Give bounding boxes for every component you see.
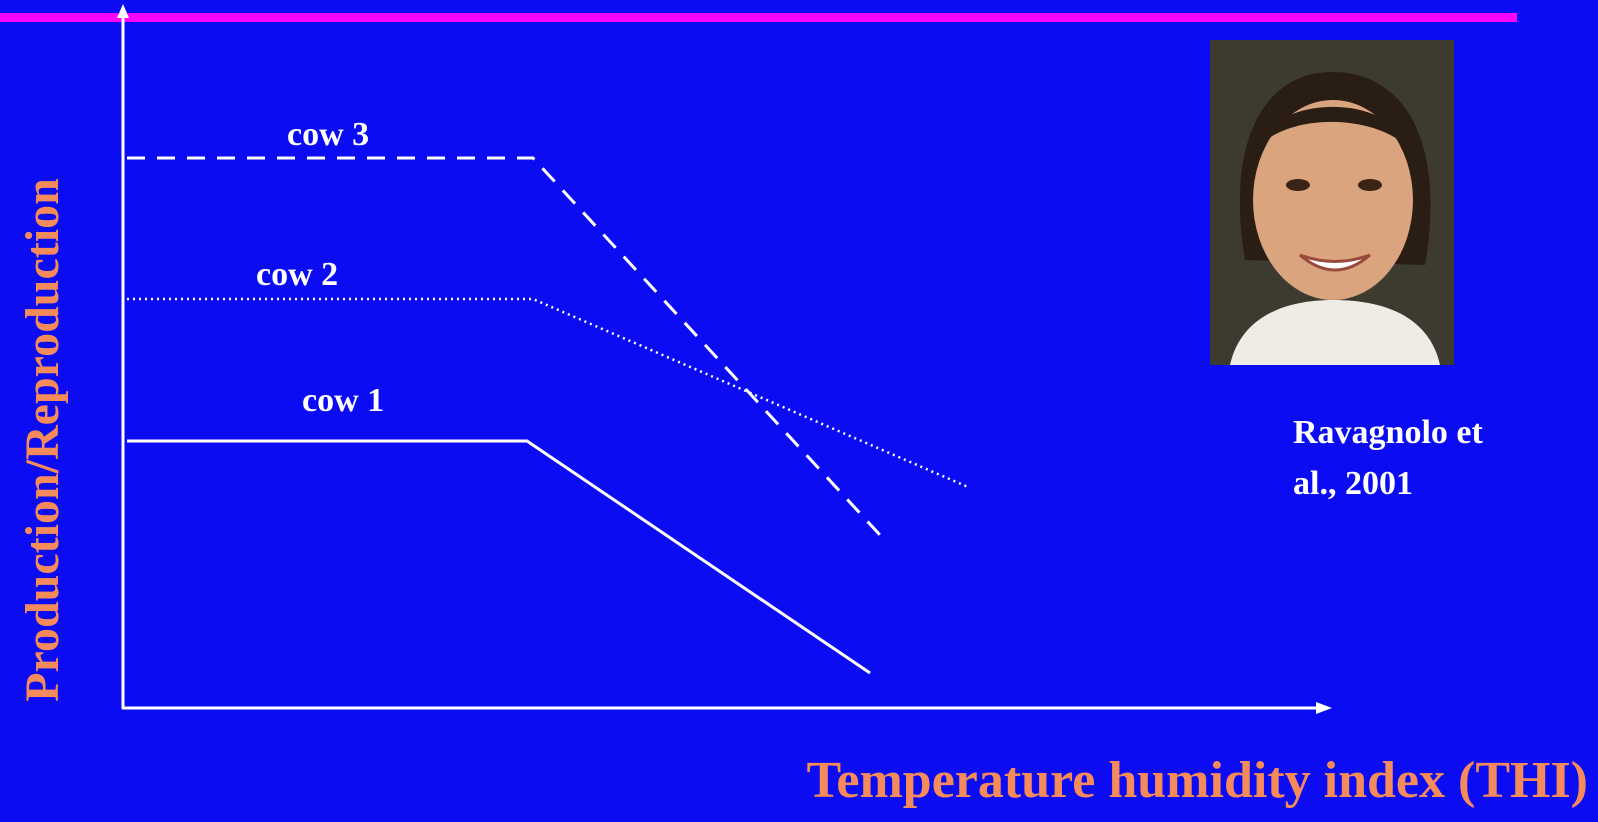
top-rule bbox=[0, 13, 1517, 22]
y-axis-label: Production/Reproduction bbox=[16, 178, 69, 702]
curve-label: cow 2 bbox=[256, 256, 338, 293]
slide: cow 3 cow 2 cow 1 Production/Reproductio… bbox=[0, 0, 1598, 822]
citation-line: Ravagnolo et bbox=[1293, 414, 1484, 451]
curve-label: cow 3 bbox=[287, 116, 369, 153]
x-axis-label: Temperature humidity index (THI) bbox=[807, 752, 1589, 809]
portrait-photo bbox=[1210, 40, 1454, 365]
citation-line: al., 2001 bbox=[1293, 465, 1413, 502]
curve-label: cow 1 bbox=[302, 382, 384, 419]
page: cow 3 cow 2 cow 1 Production/Reproductio… bbox=[0, 0, 1598, 822]
